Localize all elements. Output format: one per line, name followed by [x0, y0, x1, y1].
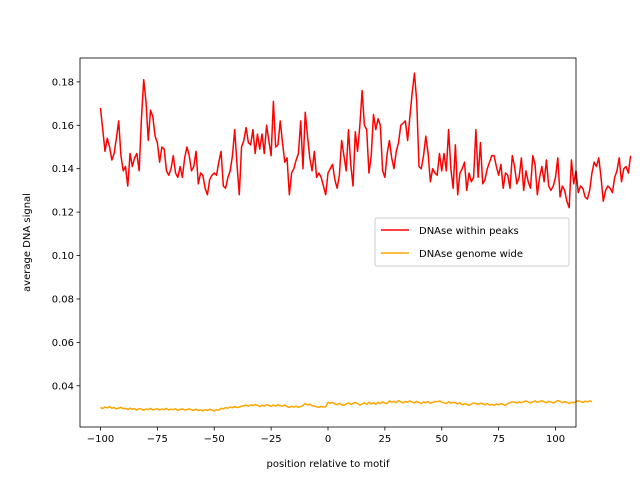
x-tick-label: −100 [87, 434, 114, 445]
y-tick-label: 0.04 [52, 381, 74, 392]
x-axis: −100 −75 −50 −25 0 25 50 75 100 [87, 427, 565, 445]
x-tick-label: 0 [325, 434, 331, 445]
legend-label-peaks: DNAse within peaks [419, 226, 519, 237]
y-tick-label: 0.06 [52, 338, 74, 349]
y-tick-label: 0.08 [52, 294, 74, 305]
series-line-1 [100, 399, 593, 412]
x-tick-label: 50 [435, 434, 448, 445]
legend-label-genome-wide: DNAse genome wide [419, 249, 523, 260]
x-tick-label: −25 [261, 434, 282, 445]
x-tick-label: 100 [546, 434, 565, 445]
legend-box [374, 217, 570, 267]
x-tick-label: −50 [204, 434, 225, 445]
y-axis: 0.04 0.06 0.08 0.10 0.12 0.14 0.16 0.18 [52, 77, 80, 392]
y-tick-label: 0.18 [52, 77, 74, 88]
y-tick-label: 0.16 [52, 121, 74, 132]
legend: DNAse within peaks DNAse genome wide [374, 217, 570, 267]
x-axis-label: position relative to motif [267, 459, 390, 470]
x-tick-label: −75 [147, 434, 168, 445]
series-line-0 [99, 72, 632, 209]
x-tick-label: 25 [379, 434, 392, 445]
x-tick-label: 75 [492, 434, 505, 445]
y-tick-label: 0.12 [52, 208, 74, 219]
series-layer [99, 72, 632, 412]
y-tick-label: 0.10 [52, 251, 74, 262]
y-axis-label: average DNA signal [22, 193, 33, 292]
y-tick-label: 0.14 [52, 164, 74, 175]
